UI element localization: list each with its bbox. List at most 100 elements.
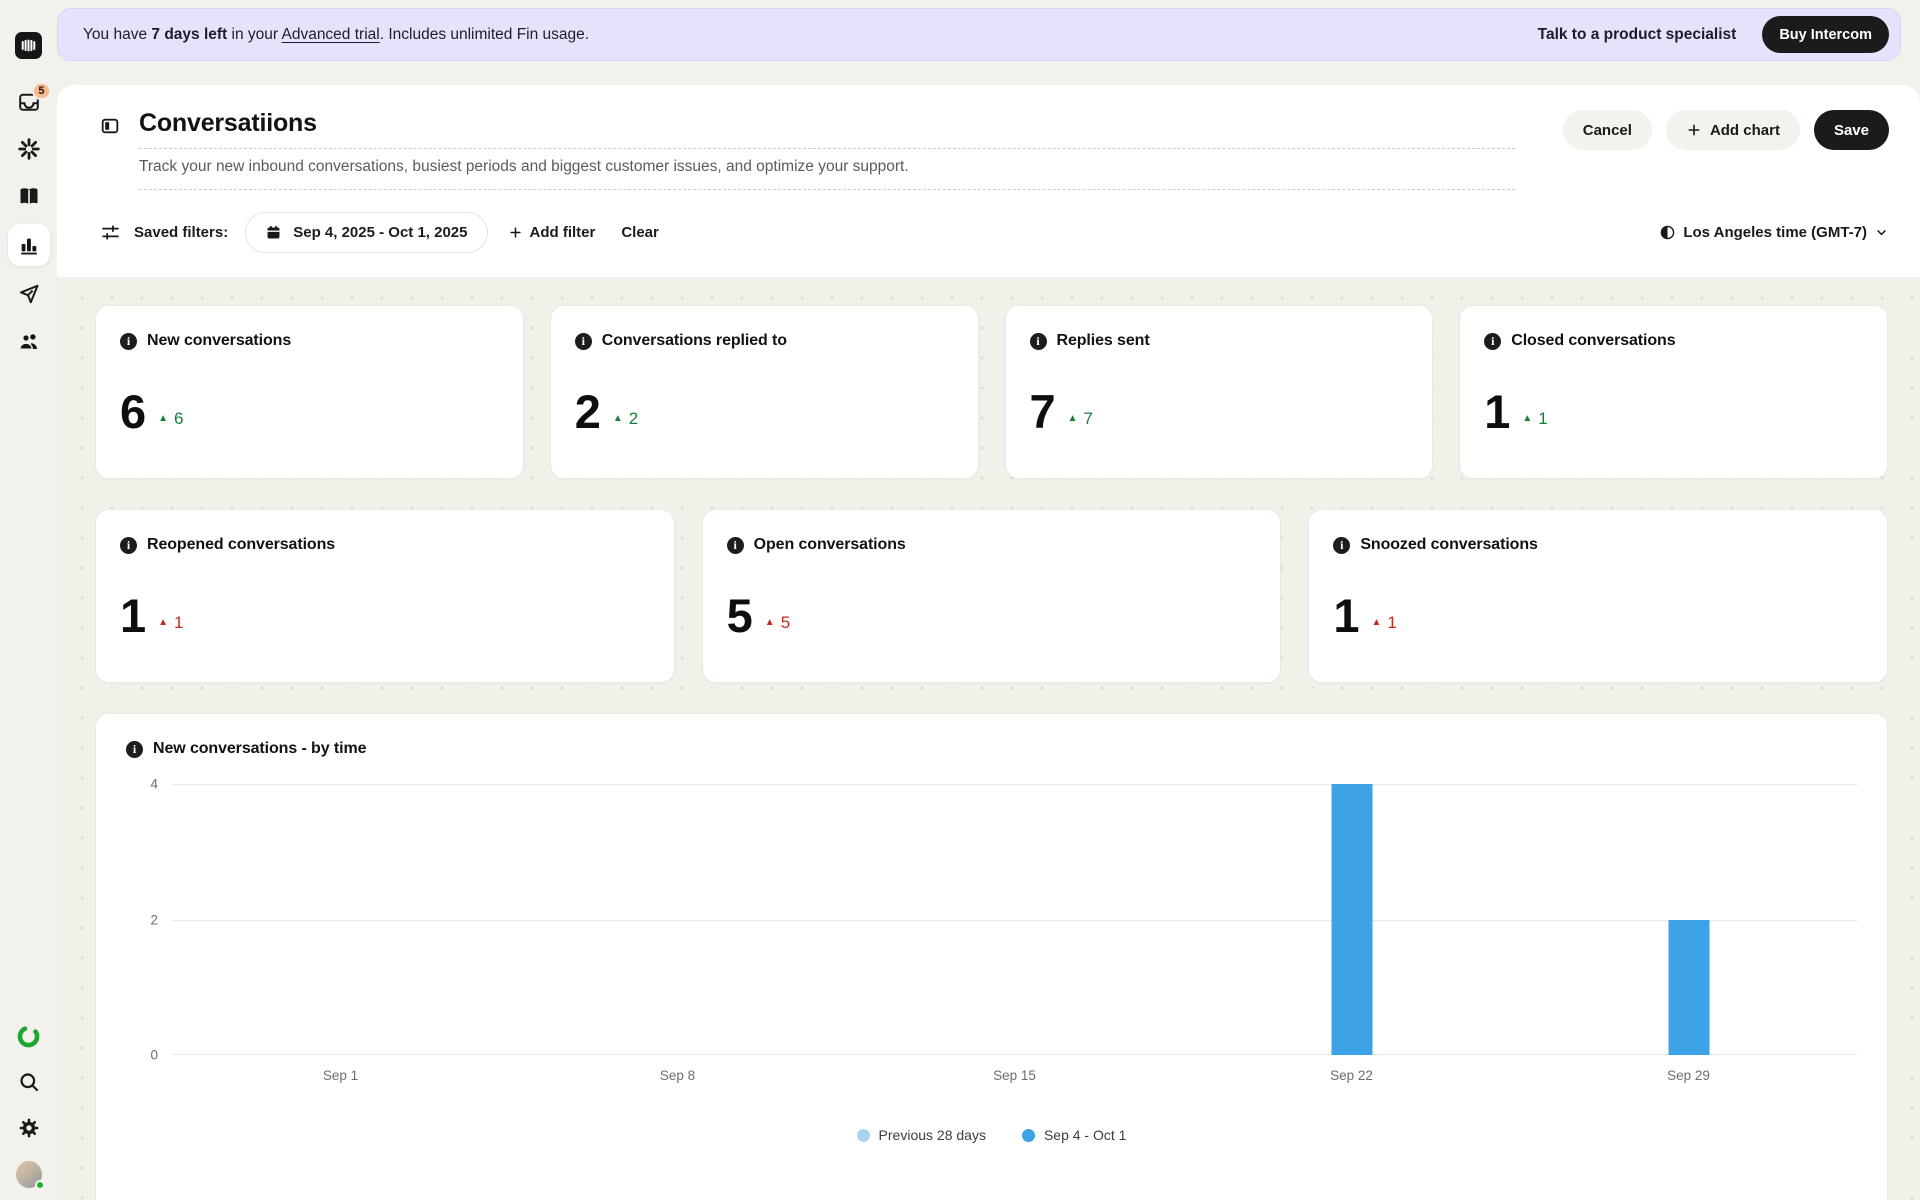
report-title-field[interactable]: Conversatiions [139, 109, 1515, 149]
chart-card[interactable]: i New conversations - by time 024 Sep 1S… [95, 713, 1888, 1200]
trend-up-icon: ▲ [1371, 618, 1381, 628]
info-icon[interactable]: i [575, 333, 592, 350]
sidebar-item-contacts[interactable] [16, 328, 42, 354]
advanced-trial-link[interactable]: Advanced trial [281, 26, 379, 43]
chevron-down-icon [1874, 225, 1889, 240]
sidebar-item-usage[interactable] [16, 1023, 42, 1049]
sidebar-item-knowledge[interactable] [16, 183, 42, 209]
info-icon[interactable]: i [727, 537, 744, 554]
metric-label: Snoozed conversations [1360, 536, 1538, 554]
intercom-logo[interactable] [15, 32, 42, 59]
sidebar-item-search[interactable] [16, 1069, 42, 1095]
metric-value: 1 [1484, 391, 1509, 432]
paper-plane-icon [17, 282, 41, 306]
metric-delta: ▲ 1 [1371, 613, 1396, 636]
trend-up-icon: ▲ [765, 618, 775, 628]
metric-delta: ▲ 1 [1522, 409, 1547, 432]
add-filter-button[interactable]: Add filter [508, 224, 596, 241]
metric-label: Open conversations [754, 536, 906, 554]
metric-value: 2 [575, 391, 600, 432]
clear-filters-button[interactable]: Clear [621, 224, 659, 241]
collapse-panel-icon[interactable] [100, 116, 120, 136]
x-tick-label: Sep 22 [1183, 1068, 1520, 1083]
metric-card[interactable]: i Snoozed conversations 1 ▲ 1 [1308, 509, 1888, 683]
metric-delta: ▲ 1 [158, 613, 183, 636]
metric-value: 5 [727, 595, 752, 636]
info-icon[interactable]: i [1333, 537, 1350, 554]
gridline [172, 1054, 1857, 1055]
trial-banner: You have 7 days left in your Advanced tr… [57, 8, 1901, 61]
bar-chart-icon [17, 233, 41, 257]
sidebar-item-account[interactable] [16, 1161, 42, 1187]
metric-delta: ▲ 7 [1068, 409, 1093, 432]
add-chart-button[interactable]: Add chart [1666, 110, 1800, 150]
timezone-label: Los Angeles time (GMT-7) [1683, 224, 1867, 241]
calendar-icon [265, 224, 282, 241]
metric-label: Conversations replied to [602, 332, 787, 350]
metric-label: Replies sent [1057, 332, 1150, 350]
plus-icon [508, 225, 523, 240]
info-icon[interactable]: i [1030, 333, 1047, 350]
metric-card[interactable]: i Replies sent 7 ▲ 7 [1005, 305, 1434, 479]
sidebar-item-reports[interactable] [8, 224, 50, 266]
gridline [172, 784, 1857, 785]
filters-icon[interactable] [100, 222, 121, 243]
report-description: Track your new inbound conversations, bu… [139, 158, 1515, 176]
sidebar-item-fin-ai[interactable] [16, 136, 42, 162]
avatar [16, 1161, 42, 1188]
sidebar-item-outbound[interactable] [16, 281, 42, 307]
info-icon[interactable]: i [126, 741, 143, 758]
metric-delta: ▲ 6 [158, 409, 183, 432]
page-title: Conversatiions [139, 109, 1515, 138]
trend-up-icon: ▲ [613, 414, 623, 424]
date-range-value: Sep 4, 2025 - Oct 1, 2025 [293, 224, 467, 241]
people-icon [17, 329, 41, 353]
cancel-button[interactable]: Cancel [1563, 110, 1652, 150]
report-description-field[interactable]: Track your new inbound conversations, bu… [139, 149, 1515, 190]
chart-bar-sep-29[interactable] [1668, 920, 1709, 1056]
search-icon [17, 1070, 41, 1094]
sidebar-item-inbox[interactable]: 5 [16, 89, 42, 115]
legend-item[interactable]: Previous 28 days [857, 1127, 986, 1143]
fin-ai-icon [17, 137, 41, 161]
metric-card[interactable]: i Open conversations 5 ▲ 5 [702, 509, 1282, 683]
metric-card[interactable]: i Closed conversations 1 ▲ 1 [1459, 305, 1888, 479]
timezone-selector[interactable]: Los Angeles time (GMT-7) [1659, 224, 1889, 241]
gear-icon [17, 1116, 41, 1140]
globe-icon [1659, 224, 1676, 241]
report-canvas: i New conversations 6 ▲ 6 i Conversation… [57, 277, 1920, 1200]
sidebar: 5 [0, 0, 57, 1200]
plus-icon [1686, 122, 1702, 138]
legend-item[interactable]: Sep 4 - Oct 1 [1022, 1127, 1126, 1143]
date-range-picker[interactable]: Sep 4, 2025 - Oct 1, 2025 [245, 212, 487, 253]
sidebar-bottom [16, 1023, 42, 1187]
metric-value: 1 [120, 595, 145, 636]
trend-up-icon: ▲ [158, 618, 168, 628]
metric-card[interactable]: i Reopened conversations 1 ▲ 1 [95, 509, 675, 683]
info-icon[interactable]: i [120, 333, 137, 350]
trial-banner-text: You have 7 days left in your Advanced tr… [83, 26, 589, 44]
talk-to-specialist-link[interactable]: Talk to a product specialist [1538, 26, 1737, 44]
metric-card[interactable]: i New conversations 6 ▲ 6 [95, 305, 524, 479]
save-button[interactable]: Save [1814, 110, 1889, 150]
y-tick-label: 0 [126, 1048, 158, 1063]
trend-up-icon: ▲ [1068, 414, 1078, 424]
trend-up-icon: ▲ [158, 414, 168, 424]
info-icon[interactable]: i [1484, 333, 1501, 350]
sidebar-item-settings[interactable] [16, 1115, 42, 1141]
saved-filters-label: Saved filters: [134, 224, 228, 241]
y-tick-label: 2 [126, 912, 158, 927]
x-tick-label: Sep 29 [1520, 1068, 1857, 1083]
x-tick-label: Sep 1 [172, 1068, 509, 1083]
metric-value: 7 [1030, 391, 1055, 432]
legend-dot [857, 1129, 870, 1142]
metric-card[interactable]: i Conversations replied to 2 ▲ 2 [550, 305, 979, 479]
chart-bar-sep-22[interactable] [1331, 784, 1372, 1055]
buy-intercom-button[interactable]: Buy Intercom [1762, 16, 1889, 53]
gridline [172, 920, 1857, 921]
metric-value: 6 [120, 391, 145, 432]
legend-label: Sep 4 - Oct 1 [1044, 1127, 1126, 1143]
inbox-badge: 5 [32, 82, 50, 100]
info-icon[interactable]: i [120, 537, 137, 554]
x-tick-label: Sep 15 [846, 1068, 1183, 1083]
